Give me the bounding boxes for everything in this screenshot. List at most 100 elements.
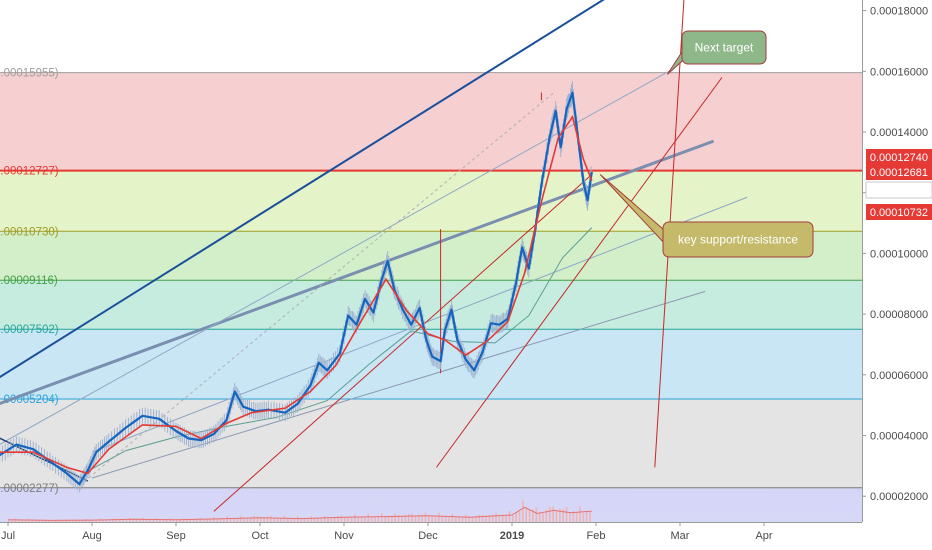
price-tick-label: 0.00014000 (870, 127, 928, 139)
volume-bar (249, 517, 252, 522)
volume-bar (196, 518, 198, 522)
price-tick-label: 0.00002000 (870, 491, 928, 503)
volume-bar (414, 515, 417, 522)
volume-bar (370, 517, 373, 522)
price-tick-label: 0.00008000 (870, 309, 928, 321)
volume-bar (88, 520, 91, 522)
volume-bar (11, 519, 13, 522)
volume-bar (132, 519, 134, 522)
fib-level-label: 0.00012727) (0, 166, 59, 178)
volume-bar (159, 519, 161, 522)
ema-line (0, 114, 593, 475)
volume-bar (145, 519, 148, 522)
volume-bar (280, 517, 282, 522)
volume-bar (139, 519, 141, 522)
volume-bar (428, 515, 430, 522)
volume-bar (498, 515, 501, 522)
volume-bar (286, 518, 289, 522)
volume-bar (81, 520, 84, 522)
volume-bar (293, 518, 296, 522)
volume-bar (468, 516, 470, 522)
volume-bar (128, 517, 131, 522)
volume-bar (290, 518, 292, 522)
volume-bar (202, 519, 205, 522)
volume-bar (270, 515, 272, 522)
volume-bar (364, 517, 366, 522)
trendline (0, 437, 89, 482)
volume-bar (522, 500, 524, 522)
volume-bar (135, 519, 138, 522)
time-tick-label: Feb (587, 530, 606, 542)
volume-bar (216, 519, 218, 522)
volume-bar (48, 520, 50, 522)
volume-bar (478, 514, 480, 522)
volume-bar (209, 518, 212, 522)
volume-bar (380, 513, 383, 522)
volume-bar (407, 514, 410, 522)
volume-bar (179, 519, 181, 522)
volume-bar (471, 517, 474, 522)
volume-bar (515, 512, 517, 522)
volume-bar (512, 515, 514, 522)
volume-bar (323, 515, 326, 522)
volume-bar (122, 519, 124, 522)
volume-bar (347, 516, 349, 522)
price-series (0, 81, 593, 493)
volume-bar (548, 506, 551, 522)
volume-bar (266, 516, 269, 522)
volume-bar (431, 515, 433, 522)
volume-bar (55, 520, 57, 522)
volume-bar (78, 520, 81, 522)
volume-bar (199, 517, 202, 522)
price-axis-background (862, 0, 932, 550)
time-axis[interactable]: Jul Aug Sep Oct Nov Dec 2019 Feb Mar Apr (0, 522, 862, 550)
volume-bar (152, 519, 155, 522)
volume-bar (464, 514, 467, 522)
volume-bar (360, 516, 363, 522)
volume-bar (260, 517, 262, 522)
volume-bar (475, 516, 477, 522)
volume-bar (525, 507, 528, 522)
volume-bar (461, 516, 464, 522)
fib-zone (0, 72, 862, 171)
price-tick-label: 0.00010000 (870, 248, 928, 260)
time-tick-label: Sep (166, 530, 186, 542)
volume-bar (532, 509, 534, 522)
volume-bar (142, 517, 144, 522)
volume-bar (212, 517, 215, 522)
volume-bar (192, 519, 195, 522)
fib-level-label: 0.00010730) (0, 226, 59, 238)
fib-level-label: 0.00009116) (0, 275, 58, 287)
volume-bar (357, 517, 360, 522)
volume-bar (485, 516, 487, 522)
volume-bar (572, 510, 575, 522)
volume-bar (569, 512, 571, 522)
trendline (0, 139, 715, 406)
volume-bar (454, 516, 457, 522)
volume-bar (417, 514, 420, 522)
volume-bar (65, 520, 67, 522)
time-axis-background (0, 522, 862, 550)
volume-bar (118, 519, 121, 522)
volume-bar (115, 518, 118, 522)
volume-bar (589, 511, 591, 522)
fib-zone (0, 329, 862, 399)
volume-bar (562, 509, 564, 522)
time-tick-label: Dec (418, 530, 438, 542)
price-axis[interactable]: 0.00002000 0.00004000 0.00006000 0.00008000… (862, 0, 932, 550)
volume-bar (125, 518, 128, 522)
volume-bar (307, 518, 309, 522)
time-tick-label: Nov (334, 530, 354, 542)
price-tick-label: 0.00004000 (870, 431, 928, 443)
volume-bar (310, 516, 312, 522)
volume-bar (226, 516, 228, 522)
volume-bar (384, 516, 386, 522)
annotations: Next target key support/resistance (599, 30, 814, 258)
volume-bar (582, 512, 585, 522)
volume-bar (374, 516, 376, 522)
volume-bar (105, 519, 108, 522)
volume-bar (51, 520, 54, 522)
price-tag-label: 0.00012681 (870, 167, 928, 179)
volume-bar (458, 517, 460, 522)
